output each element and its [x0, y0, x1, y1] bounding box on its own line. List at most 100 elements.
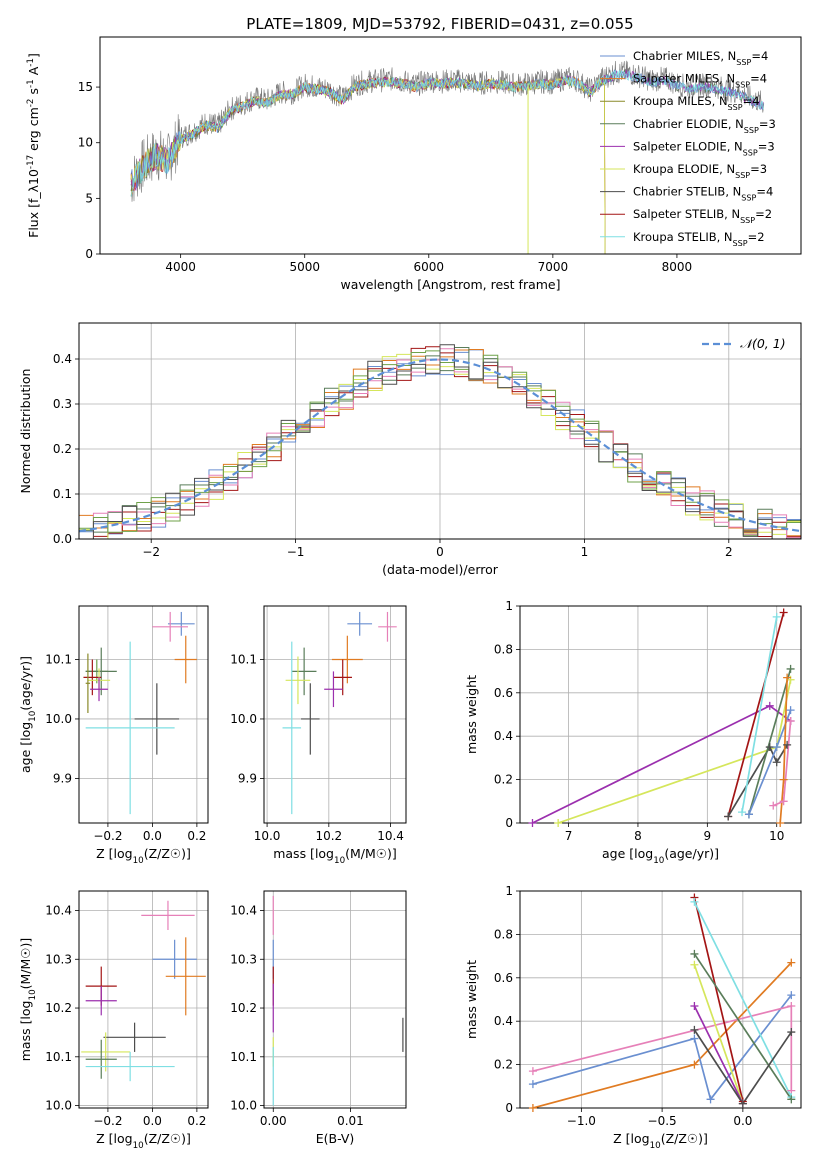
axes-frame — [263, 605, 407, 824]
x-tick-label: −0.2 — [93, 1114, 122, 1128]
log-text: log — [114, 846, 133, 861]
subscript: 10 — [650, 1141, 661, 1151]
x-axis-label: age [log10(age/yr)] — [602, 846, 719, 866]
weight-line — [557, 679, 792, 823]
y-tick-label: 1 — [505, 884, 513, 898]
y-tick-label: 10.4 — [45, 904, 72, 918]
y-tick-label: 10.1 — [45, 1050, 72, 1064]
label-part: (age/yr)] — [18, 656, 33, 711]
weight-marker — [528, 1104, 537, 1112]
plot-area — [79, 606, 208, 823]
x-tick-label: 10.4 — [377, 829, 404, 843]
x-tick-label: 0.0 — [143, 1114, 162, 1128]
weight-marker — [787, 1002, 796, 1011]
weight-line — [693, 964, 744, 1104]
subscript: 10 — [28, 711, 38, 722]
x-tick-label: 0 — [436, 545, 444, 559]
weight-marker — [786, 664, 795, 673]
weight-marker — [783, 673, 792, 682]
panel-mass-age: 10.0 10.2 10.4 9.9 10.0 10.1 mass [log10(M/M☉)… — [230, 605, 407, 866]
label-part: =4 — [743, 94, 760, 108]
weight-marker — [528, 1080, 537, 1089]
y-tick-label: 0.8 — [494, 642, 513, 656]
y-tick-label: 0.4 — [53, 352, 72, 366]
weight-marker — [690, 897, 699, 906]
weight-marker — [738, 808, 747, 817]
histogram-steps — [79, 349, 801, 535]
legend-label: Salpeter STELIB, NSSP=2 — [633, 207, 772, 225]
weight-marker — [787, 991, 796, 1000]
log-text: log — [18, 722, 33, 741]
y-tick-label: 10.4 — [230, 904, 257, 918]
label-part: =2 — [755, 207, 772, 221]
grid — [79, 891, 208, 1108]
panel-z-age: −0.2 0.0 0.29.910.010.1Z [log10(Z/Z☉)]age … — [18, 605, 209, 866]
weight-marker — [690, 1034, 699, 1043]
label-part: Z [ — [96, 846, 113, 861]
x-tick-label: 0.01 — [337, 1114, 364, 1128]
weight-marker — [786, 717, 795, 726]
x-tick-label: −1.0 — [567, 1114, 596, 1128]
weight-line — [693, 953, 793, 1100]
superscript: -1 — [26, 79, 36, 88]
label-part: (M/M☉)] — [18, 938, 33, 990]
spectrum-model-line — [130, 69, 764, 197]
label-part: s — [26, 88, 41, 99]
legend-label: Chabrier STELIB, NSSP=4 — [633, 185, 773, 203]
label-part: ] — [26, 53, 41, 58]
weight-marker — [787, 1028, 796, 1037]
panel-spectrum: 4000 5000 6000 7000 8000 0 5 10 15 wavelength [An… — [26, 36, 802, 292]
legend-label: Kroupa MILES, NSSP=4 — [633, 94, 760, 112]
weight-marker — [765, 743, 774, 752]
y-tick-label: 0.0 — [53, 532, 72, 546]
weight-marker — [554, 819, 563, 827]
x-tick-label: 5000 — [289, 260, 320, 274]
label-part: age [ — [602, 846, 634, 861]
subscript: SSP — [736, 58, 751, 67]
weight-marker — [786, 706, 795, 715]
label-part: mass [ — [18, 1020, 33, 1062]
x-tick-label: 4000 — [165, 260, 196, 274]
weight-marker — [738, 1099, 747, 1108]
label-part: =4 — [751, 49, 768, 63]
label-part: age [ — [18, 741, 33, 773]
x-tick-label: −0.5 — [648, 1114, 677, 1128]
weight-marker — [690, 1060, 699, 1069]
label-part: =3 — [758, 139, 775, 153]
y-axis-label: age [log10(age/yr)] — [18, 656, 38, 773]
x-tick-label: 0.0 — [143, 829, 162, 843]
weight-line — [693, 901, 793, 1098]
x-tick-label: −0.2 — [93, 829, 122, 843]
plot-area — [79, 323, 801, 539]
legend-label: Kroupa ELODIE, NSSP=3 — [633, 162, 767, 180]
y-tick-label: 0.2 — [494, 773, 513, 787]
figure-title: PLATE=1809, MJD=53792, FIBERID=0431, z=0… — [246, 15, 633, 33]
weight-marker — [776, 819, 785, 827]
y-tick-label: 0.6 — [494, 971, 513, 985]
histogram-steps — [79, 344, 801, 539]
label-part: Chabrier MILES, N — [633, 49, 736, 63]
label-part: =4 — [756, 185, 773, 199]
log-text: log — [315, 846, 334, 861]
label-part: Z [ — [96, 1131, 113, 1146]
y-tick-label: 0 — [505, 1101, 513, 1115]
y-tick-label: 0.1 — [53, 487, 72, 501]
weight-marker — [706, 1095, 715, 1104]
label-part: mass weight — [464, 675, 479, 754]
y-tick-label: 0 — [505, 816, 513, 830]
label-part: Chabrier STELIB, N — [633, 185, 741, 199]
label-part: Normed distribution — [18, 369, 33, 494]
weight-marker — [765, 701, 774, 710]
x-tick-label: 0.2 — [187, 1114, 206, 1128]
label-part: erg cm — [26, 107, 41, 155]
legend-label: Kroupa STELIB, NSSP=2 — [633, 230, 765, 248]
label-part: Salpeter MILES, N — [633, 72, 735, 86]
spectrum-model-line — [130, 76, 606, 254]
y-axis-label: Normed distribution — [18, 369, 33, 494]
label-part: (Z/Z☉)] — [661, 1131, 708, 1146]
weight-marker — [787, 1095, 796, 1104]
weight-line — [741, 616, 778, 813]
y-tick-label: 10.0 — [230, 1099, 257, 1113]
